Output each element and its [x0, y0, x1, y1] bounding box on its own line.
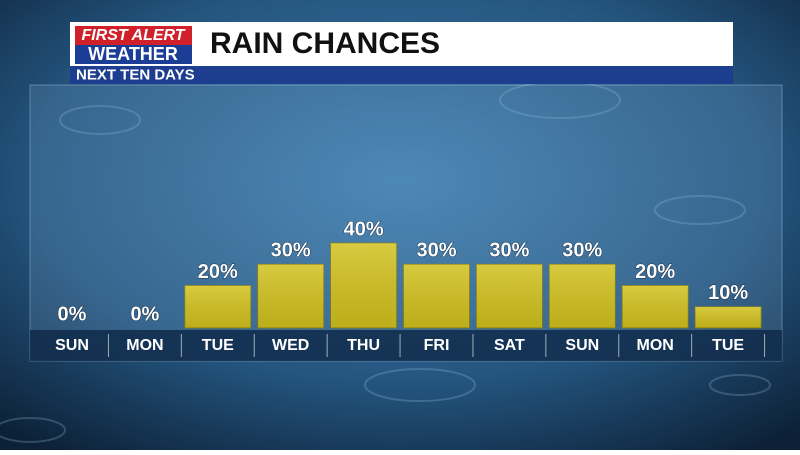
x-tick-label: THU — [347, 337, 380, 354]
x-tick-label: MON — [637, 337, 674, 354]
chart-subtitle: NEXT TEN DAYS — [76, 66, 195, 83]
value-label: 0% — [58, 303, 87, 325]
value-label: 30% — [271, 240, 311, 262]
logo-line1: FIRST ALERT — [81, 27, 185, 44]
value-label: 0% — [130, 303, 159, 325]
subtitle-bar — [70, 66, 733, 84]
x-tick-label: TUE — [202, 337, 234, 354]
x-tick-label: SAT — [494, 337, 525, 354]
logo-bottom — [75, 45, 192, 64]
logo-line2: WEATHER — [88, 44, 178, 64]
value-label: 20% — [635, 261, 675, 283]
value-label: 40% — [344, 218, 384, 240]
value-label: 30% — [489, 240, 529, 262]
x-tick-label: SUN — [55, 337, 89, 354]
chart-title: RAIN CHANCES — [210, 27, 440, 60]
x-tick-label: TUE — [712, 337, 744, 354]
value-label: 10% — [708, 282, 748, 304]
x-tick-label: FRI — [424, 337, 450, 354]
bar-shade — [622, 285, 689, 328]
logo-top — [75, 26, 192, 45]
bar-shade — [476, 264, 543, 328]
value-label: 30% — [562, 240, 602, 262]
bar-shade — [695, 306, 762, 328]
x-tick-label: MON — [126, 337, 163, 354]
bar-shade — [403, 264, 470, 328]
bar-shade — [549, 264, 616, 328]
value-label: 30% — [416, 240, 456, 262]
bar-shade — [257, 264, 324, 328]
category-row — [30, 330, 782, 361]
value-label: 20% — [198, 261, 238, 283]
bar-shade — [330, 243, 397, 328]
x-tick-label: SUN — [565, 337, 599, 354]
x-tick-label: WED — [272, 337, 309, 354]
bar-shade — [184, 285, 251, 328]
